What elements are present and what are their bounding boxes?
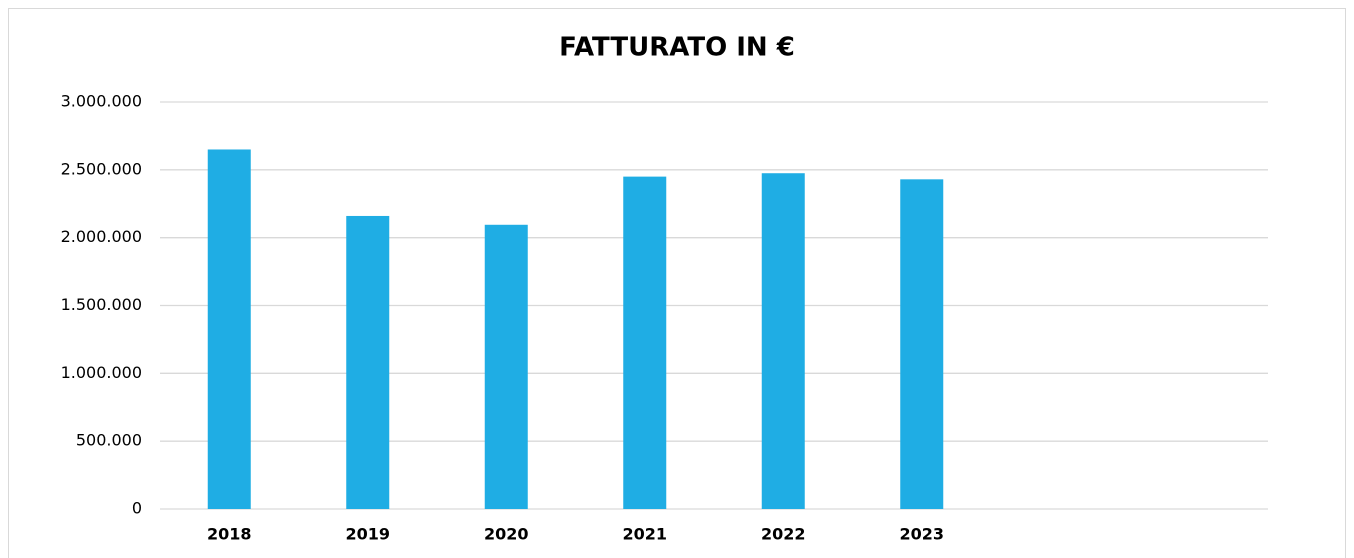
y-tick-label: 500.000 — [76, 431, 142, 450]
bar — [900, 179, 944, 509]
y-tick-label: 0 — [132, 499, 142, 518]
y-tick-label: 3.000.000 — [61, 92, 142, 111]
x-tick-label: 2020 — [484, 525, 529, 544]
x-tick-label: 2022 — [761, 525, 806, 544]
bar — [484, 224, 528, 510]
bar — [623, 176, 667, 509]
y-tick-label: 1.500.000 — [61, 295, 142, 314]
x-tick-label: 2021 — [622, 525, 667, 544]
y-tick-label: 2.500.000 — [61, 159, 142, 178]
bar — [346, 215, 390, 509]
y-tick-label: 2.000.000 — [61, 227, 142, 246]
bar — [761, 173, 805, 509]
x-tick-label: 2018 — [207, 525, 252, 544]
x-tick-label: 2019 — [345, 525, 390, 544]
x-tick-label: 2023 — [899, 525, 944, 544]
chart-title: FATTURATO IN € — [559, 33, 795, 63]
bar — [207, 149, 251, 509]
y-tick-label: 1.000.000 — [61, 363, 142, 382]
